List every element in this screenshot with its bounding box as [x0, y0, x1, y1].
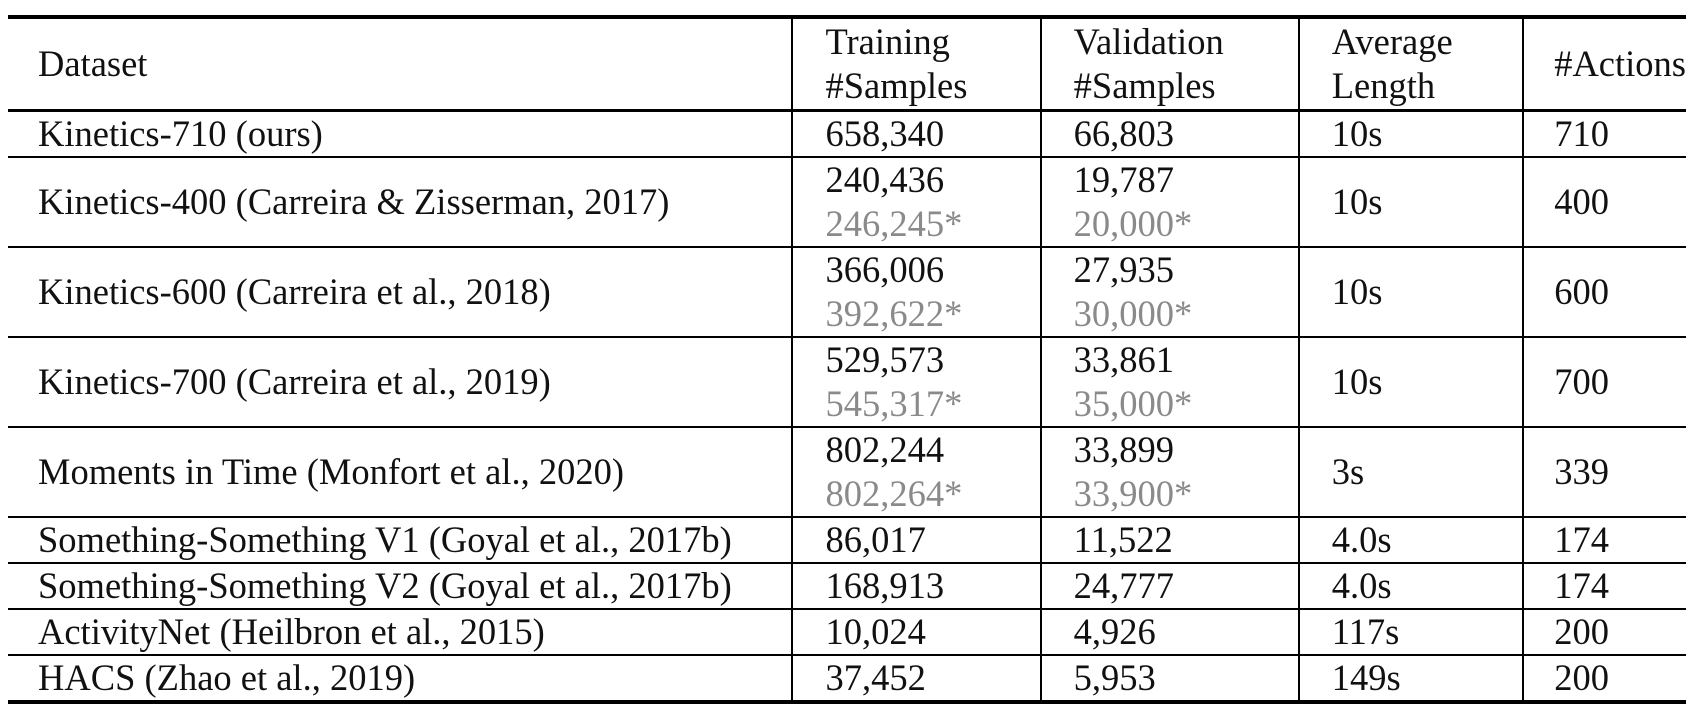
avg-length-cell: 149s [1297, 654, 1524, 702]
train-samples-cell: 802,244 802,264* [791, 426, 1041, 517]
actions-cell: 600 [1522, 246, 1686, 337]
val-samples-cell: 4,926 [1039, 608, 1299, 655]
val-samples-value: 27,935 [1073, 249, 1175, 290]
train-samples-cell: 658,340 [791, 110, 1041, 157]
header-dataset: Dataset [8, 17, 793, 112]
avg-length-cell: 10s [1297, 336, 1524, 427]
train-samples-value: 240,436 [825, 159, 945, 200]
header-length-line2: Length [1331, 65, 1436, 106]
header-training-line1: Training [825, 21, 950, 62]
dataset-cell: Something-Something V2 (Goyal et al., 20… [8, 562, 793, 609]
actions-cell: 339 [1522, 426, 1686, 517]
actions-cell: 710 [1522, 110, 1686, 157]
val-samples-reported: 33,900* [1073, 473, 1193, 514]
dataset-cell: HACS (Zhao et al., 2019) [8, 654, 793, 702]
header-row: Dataset Training #Samples Validation #Sa… [8, 17, 1686, 112]
avg-length-cell: 10s [1297, 110, 1524, 157]
val-samples-cell: 11,522 [1039, 516, 1299, 563]
train-samples-cell: 86,017 [791, 516, 1041, 563]
avg-length-cell: 3s [1297, 426, 1524, 517]
avg-length-cell: 117s [1297, 608, 1524, 655]
train-samples-cell: 10,024 [791, 608, 1041, 655]
header-actions: #Actions [1522, 17, 1686, 112]
dataset-cell: Kinetics-400 (Carreira & Zisserman, 2017… [8, 156, 793, 247]
header-training-samples: Training #Samples [791, 17, 1041, 112]
table-row: HACS (Zhao et al., 2019) 37,452 5,953 14… [8, 654, 1686, 702]
dataset-cell: Something-Something V1 (Goyal et al., 20… [8, 516, 793, 563]
train-samples-reported: 802,264* [825, 473, 963, 514]
table-row: Kinetics-600 (Carreira et al., 2018) 366… [8, 246, 1686, 337]
train-samples-value: 529,573 [825, 339, 945, 380]
train-samples-reported: 392,622* [825, 293, 963, 334]
avg-length-cell: 10s [1297, 246, 1524, 337]
table-row: ActivityNet (Heilbron et al., 2015) 10,0… [8, 608, 1686, 655]
train-samples-reported: 246,245* [825, 203, 963, 244]
val-samples-value: 33,899 [1073, 429, 1175, 470]
train-samples-value: 366,006 [825, 249, 945, 290]
train-samples-value: 802,244 [825, 429, 945, 470]
train-samples-cell: 366,006 392,622* [791, 246, 1041, 337]
train-samples-cell: 529,573 545,317* [791, 336, 1041, 427]
header-training-line2: #Samples [825, 65, 968, 106]
val-samples-cell: 5,953 [1039, 654, 1299, 702]
table-row: Something-Something V1 (Goyal et al., 20… [8, 516, 1686, 563]
table-row: Something-Something V2 (Goyal et al., 20… [8, 562, 1686, 609]
table-row: Moments in Time (Monfort et al., 2020) 8… [8, 426, 1686, 517]
train-samples-cell: 240,436 246,245* [791, 156, 1041, 247]
val-samples-cell: 33,899 33,900* [1039, 426, 1299, 517]
actions-cell: 400 [1522, 156, 1686, 247]
dataset-cell: ActivityNet (Heilbron et al., 2015) [8, 608, 793, 655]
val-samples-cell: 24,777 [1039, 562, 1299, 609]
header-length-line1: Average [1331, 21, 1453, 62]
dataset-cell: Kinetics-600 (Carreira et al., 2018) [8, 246, 793, 337]
val-samples-value: 33,861 [1073, 339, 1175, 380]
dataset-comparison-table: Dataset Training #Samples Validation #Sa… [8, 15, 1686, 704]
val-samples-cell: 27,935 30,000* [1039, 246, 1299, 337]
avg-length-cell: 10s [1297, 156, 1524, 247]
val-samples-value: 19,787 [1073, 159, 1175, 200]
dataset-cell: Kinetics-700 (Carreira et al., 2019) [8, 336, 793, 427]
actions-cell: 174 [1522, 516, 1686, 563]
table-row: Kinetics-700 (Carreira et al., 2019) 529… [8, 336, 1686, 427]
dataset-cell: Kinetics-710 (ours) [38, 113, 323, 154]
dataset-cell: Moments in Time (Monfort et al., 2020) [8, 426, 793, 517]
header-average-length: Average Length [1297, 17, 1524, 112]
header-validation-line2: #Samples [1073, 65, 1216, 106]
avg-length-cell: 4.0s [1297, 562, 1524, 609]
val-samples-reported: 20,000* [1073, 203, 1193, 244]
header-validation-line1: Validation [1073, 21, 1224, 62]
val-samples-reported: 35,000* [1073, 383, 1193, 424]
table-row: Kinetics-400 (Carreira & Zisserman, 2017… [8, 156, 1686, 247]
train-samples-reported: 545,317* [825, 383, 963, 424]
val-samples-cell: 33,861 35,000* [1039, 336, 1299, 427]
actions-cell: 200 [1522, 608, 1686, 655]
val-samples-reported: 30,000* [1073, 293, 1193, 334]
actions-cell: 200 [1522, 654, 1686, 702]
val-samples-cell: 19,787 20,000* [1039, 156, 1299, 247]
train-samples-cell: 37,452 [791, 654, 1041, 702]
avg-length-cell: 4.0s [1297, 516, 1524, 563]
actions-cell: 700 [1522, 336, 1686, 427]
header-validation-samples: Validation #Samples [1039, 17, 1299, 112]
actions-cell: 174 [1522, 562, 1686, 609]
train-samples-cell: 168,913 [791, 562, 1041, 609]
table-row: Kinetics-710 (ours) 658,340 66,803 10s 7… [8, 110, 1686, 157]
val-samples-cell: 66,803 [1039, 110, 1299, 157]
